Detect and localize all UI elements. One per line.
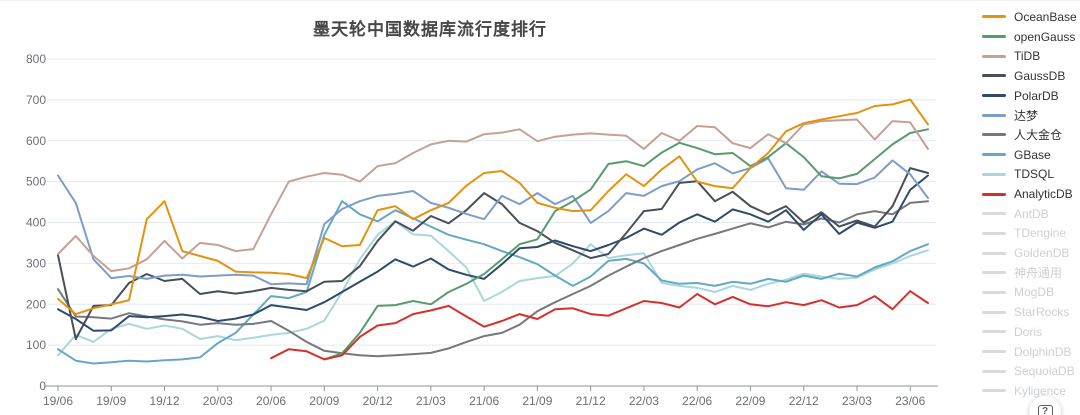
x-axis-label: 23/06 [895,394,925,408]
legend-line-icon [982,330,1006,333]
legend-item-MogDB[interactable]: MogDB [982,283,1080,303]
legend-item-PolarDB[interactable]: PolarDB [982,86,1080,106]
legend-line-icon [982,271,1006,274]
series-line-达梦 [58,158,928,284]
legend-item-StarRocks[interactable]: StarRocks [982,302,1080,322]
y-axis-label: 200 [26,297,46,311]
x-axis-label: 21/12 [576,394,606,408]
legend-label: MogDB [1014,285,1054,299]
y-axis-label: 500 [26,175,46,189]
legend-line-icon [982,291,1006,294]
legend-line-icon [982,133,1006,136]
legend-label: PolarDB [1014,89,1059,103]
legend-line-icon [982,173,1006,176]
legend-label: DolphinDB [1014,345,1071,359]
legend-line-icon [982,370,1006,373]
legend-item-TiDB[interactable]: TiDB [982,46,1080,66]
legend-item-TDengine[interactable]: TDengine [982,224,1080,244]
legend-item-神舟通用[interactable]: 神舟通用 [982,263,1080,283]
legend-line-icon [982,193,1006,196]
legend-item-OceanBase[interactable]: OceanBase [982,7,1080,27]
legend-line-icon [982,55,1006,58]
legend-line-icon [982,212,1006,215]
legend-item-GaussDB[interactable]: GaussDB [982,66,1080,86]
y-axis-label: 100 [26,338,46,352]
legend-item-AntDB[interactable]: AntDB [982,204,1080,224]
legend-item-达梦[interactable]: 达梦 [982,105,1080,125]
x-axis-label: 21/06 [469,394,499,408]
legend-label: GoldenDB [1014,246,1069,260]
legend-label: GaussDB [1014,69,1065,83]
legend-label: TiDB [1014,49,1040,63]
legend-line-icon [982,153,1006,156]
chart-legend: OceanBase openGauss TiDB GaussDB PolarDB 达梦人大… [982,7,1080,401]
x-axis-label: 19/06 [43,394,73,408]
legend-label: OceanBase [1014,10,1077,24]
legend-line-icon [982,232,1006,235]
legend-line-icon [982,350,1006,353]
x-axis-label: 20/03 [203,394,233,408]
legend-label: AnalyticDB [1014,187,1073,201]
legend-line-icon [982,114,1006,117]
x-axis-label: 21/03 [416,394,446,408]
x-axis-label: 22/06 [682,394,712,408]
x-axis-label: 20/06 [256,394,286,408]
x-axis-label: 23/03 [842,394,872,408]
legend-line-icon [982,15,1006,18]
legend-label: 神舟通用 [1014,264,1062,281]
y-axis-label: 300 [26,256,46,270]
legend-label: Doris [1014,325,1042,339]
legend-item-openGauss[interactable]: openGauss [982,27,1080,47]
legend-label: 人大金仓 [1014,126,1062,143]
legend-line-icon [982,389,1006,392]
help-icon: ? [1038,405,1053,415]
legend-line-icon [982,252,1006,255]
legend-label: TDengine [1014,226,1066,240]
y-axis-label: 600 [26,134,46,148]
legend-line-icon [982,74,1006,77]
legend-item-人大金仓[interactable]: 人大金仓 [982,125,1080,145]
x-axis-label: 20/12 [363,394,393,408]
series-line-GBase [58,201,928,363]
legend-item-AnalyticDB[interactable]: AnalyticDB [982,184,1080,204]
legend-label: StarRocks [1014,305,1069,319]
x-axis-label: 22/09 [735,394,765,408]
legend-label: 达梦 [1014,107,1038,124]
legend-item-GBase[interactable]: GBase [982,145,1080,165]
y-axis-label: 700 [26,93,46,107]
y-axis-label: 400 [26,216,46,230]
legend-item-SequoiaDB[interactable]: SequoiaDB [982,361,1080,381]
legend-label: TDSQL [1014,167,1054,181]
legend-line-icon [982,35,1006,38]
legend-item-GoldenDB[interactable]: GoldenDB [982,243,1080,263]
legend-label: GBase [1014,148,1051,162]
legend-label: AntDB [1014,207,1049,221]
x-axis-label: 19/09 [96,394,126,408]
series-line-openGauss [324,129,928,359]
x-axis-label: 22/12 [789,394,819,408]
x-axis-label: 21/09 [522,394,552,408]
legend-item-TDSQL[interactable]: TDSQL [982,165,1080,185]
series-line-AnalyticDB [271,291,928,359]
x-axis-label: 22/03 [629,394,659,408]
legend-line-icon [982,94,1006,97]
x-axis-label: 19/12 [150,394,180,408]
x-axis-label: 20/09 [309,394,339,408]
legend-item-Kyligence[interactable]: Kyligence [982,381,1080,401]
legend-label: openGauss [1014,30,1075,44]
legend-item-DolphinDB[interactable]: DolphinDB [982,342,1080,362]
legend-item-Doris[interactable]: Doris [982,322,1080,342]
y-axis-label: 800 [26,52,46,66]
legend-line-icon [982,311,1006,314]
legend-label: SequoiaDB [1014,364,1075,378]
